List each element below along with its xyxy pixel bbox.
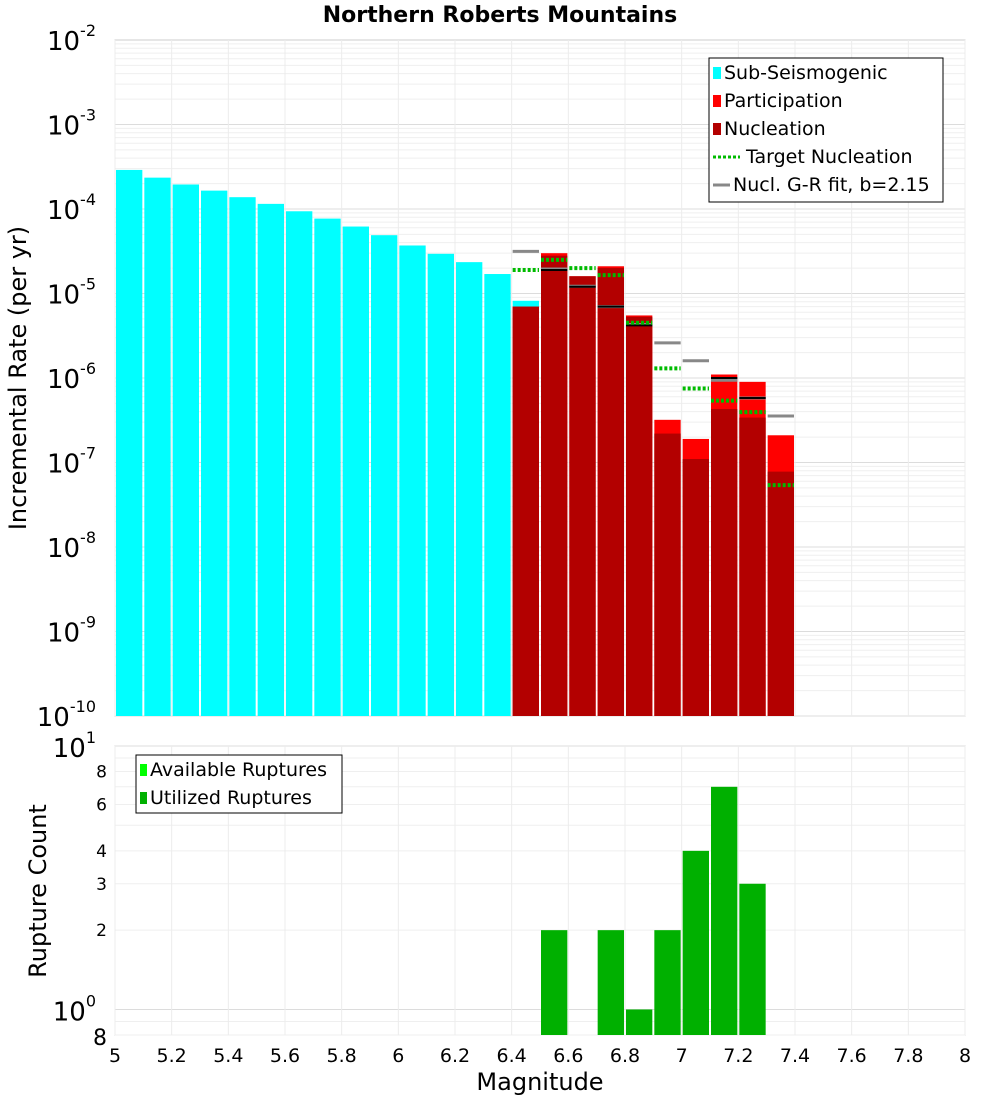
count-y-tick-label: 2 bbox=[96, 921, 107, 941]
utilized-ruptures-bar bbox=[654, 930, 681, 1035]
count-y-tick-bottom: 8 bbox=[93, 1026, 107, 1051]
legend-swatch-sub-seismogenic bbox=[713, 67, 721, 79]
nucleation-bar bbox=[654, 433, 681, 716]
chart-title: Northern Roberts Mountains bbox=[323, 3, 677, 28]
sub-seismogenic-bar bbox=[342, 226, 369, 716]
x-tick-label: 6.8 bbox=[610, 1045, 640, 1067]
legend-label-utilized: Utilized Ruptures bbox=[150, 787, 312, 809]
x-axis-label: Magnitude bbox=[476, 1068, 603, 1096]
count-legend-box bbox=[135, 754, 343, 814]
legend-label-target-nucleation: Target Nucleation bbox=[745, 146, 913, 168]
nucleation-bar bbox=[767, 471, 794, 716]
x-tick-label: 5.6 bbox=[270, 1045, 300, 1067]
sub-seismogenic-bar bbox=[116, 169, 143, 716]
nucleation-bar bbox=[739, 417, 766, 716]
rate-legend-box bbox=[708, 57, 944, 203]
utilized-ruptures-bar bbox=[626, 1009, 653, 1035]
sub-seismogenic-bar bbox=[314, 218, 341, 716]
count-grid bbox=[114, 745, 966, 1036]
rate-panel: 10-10 10-9 10-8 10-7 10-6 10-5 10-4 10-3 10-2 In… bbox=[4, 21, 966, 733]
rate-y-tick-label: 10-9 bbox=[47, 613, 96, 649]
x-tick-label: 7.4 bbox=[780, 1045, 810, 1067]
count-y-tick-label: 8 bbox=[96, 763, 107, 783]
rate-legend: Sub-Seismogenic Participation Nucleation… bbox=[708, 57, 944, 203]
sub-seismogenic-bar bbox=[427, 253, 454, 716]
legend-swatch-participation bbox=[713, 95, 721, 107]
nucleation-bar bbox=[541, 255, 568, 716]
rate-y-tick-label: 10-2 bbox=[47, 21, 96, 57]
utilized-ruptures-bar bbox=[682, 850, 709, 1035]
count-legend: Available Ruptures Utilized Ruptures bbox=[135, 754, 343, 814]
legend-label-participation: Participation bbox=[724, 90, 843, 112]
rate-y-axis-label: Incremental Rate (per yr) bbox=[4, 226, 32, 530]
x-tick-label: 6.4 bbox=[497, 1045, 527, 1067]
x-tick-label: 5.4 bbox=[213, 1045, 243, 1067]
sub-seismogenic-bar bbox=[371, 235, 398, 716]
rate-y-ticks: 10-10 10-9 10-8 10-7 10-6 10-5 10-4 10-3 10-2 bbox=[37, 21, 96, 733]
legend-swatch-nucleation bbox=[713, 123, 721, 135]
sub-seismogenic-bar bbox=[286, 211, 313, 716]
nucleation-bar bbox=[512, 306, 539, 716]
legend-label-available: Available Ruptures bbox=[150, 759, 327, 781]
x-tick-label: 6.2 bbox=[440, 1045, 470, 1067]
x-tick-label: 5.8 bbox=[327, 1045, 357, 1067]
legend-swatch-utilized bbox=[140, 792, 147, 804]
x-tick-label: 7.6 bbox=[837, 1045, 867, 1067]
x-tick-label: 6.6 bbox=[553, 1045, 583, 1067]
rate-y-tick-label: 10-3 bbox=[47, 106, 96, 142]
rate-y-tick-label: 10-7 bbox=[47, 444, 96, 480]
rate-y-tick-label: 10-10 bbox=[37, 697, 96, 733]
nucleation-bar bbox=[597, 268, 624, 716]
legend-swatch-available bbox=[140, 764, 147, 776]
sub-seismogenic-bar bbox=[201, 190, 228, 716]
count-y-tick-decade: 101 bbox=[53, 728, 96, 764]
x-tick-label: 7 bbox=[676, 1045, 688, 1067]
rate-y-tick-label: 10-4 bbox=[47, 190, 96, 226]
x-tick-label: 6 bbox=[392, 1045, 404, 1067]
x-ticks: 5 5.2 5.4 5.6 5.8 6 6.2 6.4 6.6 6.8 7 7.2 7.4 7.6 7.8 8 bbox=[109, 1045, 971, 1067]
utilized-ruptures-bar bbox=[541, 930, 568, 1035]
rate-y-tick-label: 10-8 bbox=[47, 528, 96, 564]
x-tick-label: 5 bbox=[109, 1045, 121, 1067]
nucleation-bar bbox=[626, 316, 653, 716]
sub-seismogenic-bar bbox=[229, 197, 256, 716]
count-y-tick-decade: 100 bbox=[53, 991, 96, 1027]
count-y-axis-label: Rupture Count bbox=[24, 804, 52, 978]
count-y-tick-label: 4 bbox=[96, 842, 107, 862]
x-tick-label: 5.2 bbox=[157, 1045, 187, 1067]
rate-y-tick-label: 10-6 bbox=[47, 359, 96, 395]
rate-y-tick-label: 10-5 bbox=[47, 275, 96, 311]
sub-seismogenic-bar bbox=[257, 203, 284, 716]
x-tick-label: 8 bbox=[959, 1045, 971, 1067]
sub-seismogenic-bar bbox=[172, 184, 199, 717]
sub-seismogenic-bar bbox=[484, 274, 511, 716]
rate-bars bbox=[116, 169, 794, 717]
utilized-ruptures-bar bbox=[597, 930, 624, 1035]
sub-seismogenic-bar bbox=[144, 177, 171, 716]
x-tick-label: 7.2 bbox=[723, 1045, 753, 1067]
sub-seismogenic-bar bbox=[399, 245, 426, 717]
sub-seismogenic-bar bbox=[456, 262, 483, 716]
count-y-tick-label: 3 bbox=[96, 875, 107, 895]
nucleation-bar bbox=[711, 408, 738, 716]
utilized-ruptures-bar bbox=[711, 786, 738, 1035]
utilized-ruptures-bar bbox=[739, 883, 766, 1035]
count-bars bbox=[541, 786, 766, 1035]
nucleation-bar bbox=[682, 459, 709, 716]
legend-label-gr-fit: Nucl. G-R fit, b=2.15 bbox=[733, 174, 930, 196]
x-tick-label: 7.8 bbox=[893, 1045, 923, 1067]
rate-lines bbox=[512, 249, 794, 488]
count-y-tick-label: 6 bbox=[96, 795, 107, 815]
legend-label-sub-seismogenic: Sub-Seismogenic bbox=[724, 62, 888, 84]
nucleation-bar bbox=[569, 276, 596, 716]
legend-label-nucleation: Nucleation bbox=[724, 118, 826, 140]
